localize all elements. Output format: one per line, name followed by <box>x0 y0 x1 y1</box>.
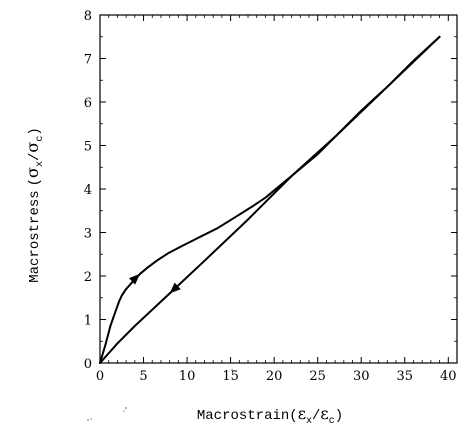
x-tick-label: 0 <box>96 369 104 384</box>
speck <box>125 407 127 409</box>
arrowhead-2 <box>169 282 181 294</box>
y-tick-label: 3 <box>84 227 92 242</box>
y-tick-label: 7 <box>84 53 92 68</box>
y-tick-label: 2 <box>84 270 92 285</box>
x-tick-label: 40 <box>440 369 457 384</box>
y-axis-title: Macrostress(σx/σc) <box>23 127 46 283</box>
speck <box>87 419 89 421</box>
y-tick-label: 1 <box>84 314 92 329</box>
y-tick-label: 8 <box>84 9 92 24</box>
y-tick-label: 0 <box>84 357 92 372</box>
x-tick-label: 25 <box>309 369 326 384</box>
y-tick-label: 4 <box>84 183 92 198</box>
arrowhead-1 <box>129 273 141 285</box>
x-tick-label: 20 <box>266 369 283 384</box>
x-axis-title: Macrostrain(εx/εc) <box>197 404 343 427</box>
speck <box>90 418 92 420</box>
speck <box>231 369 233 371</box>
x-tick-label: 35 <box>396 369 413 384</box>
x-tick-label: 10 <box>179 369 196 384</box>
y-tick-label: 5 <box>84 140 92 155</box>
tick-labels: 0 5 10 15 20 25 30 35 40 0 1 2 3 4 5 6 7 8 <box>84 9 457 384</box>
series-line-2 <box>99 35 441 364</box>
y-tick-label: 6 <box>84 96 92 111</box>
speck <box>123 410 125 412</box>
x-tick-label: 30 <box>353 369 370 384</box>
x-tick-label: 5 <box>139 369 147 384</box>
curves <box>99 35 441 364</box>
x-tick-label: 15 <box>222 369 239 384</box>
